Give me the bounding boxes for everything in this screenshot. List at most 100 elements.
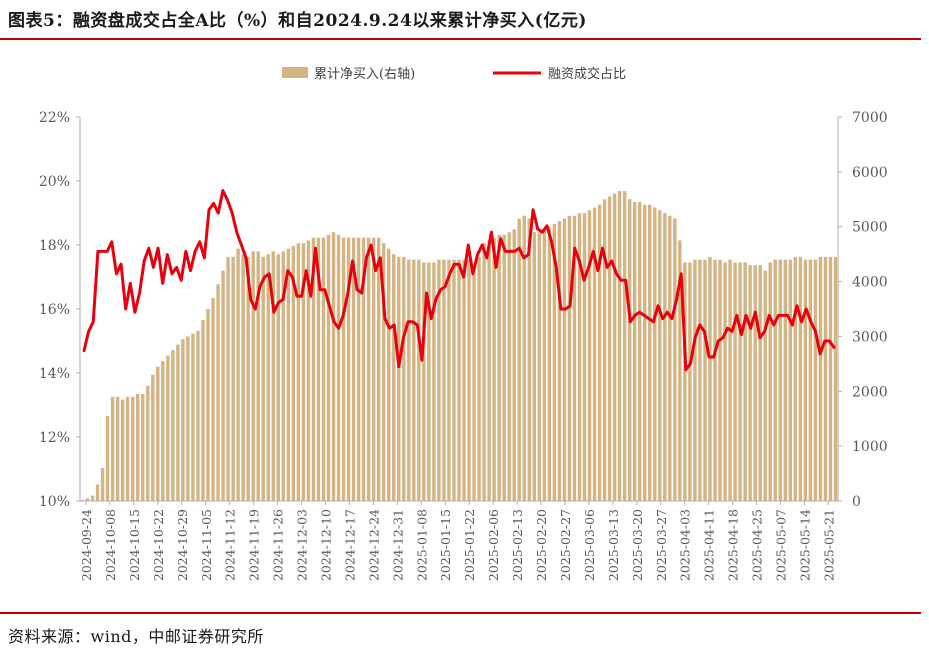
y-right-tick-label: 6000	[852, 165, 888, 181]
bar	[156, 366, 160, 501]
bar	[738, 262, 742, 501]
y-right-tick-label: 5000	[852, 220, 888, 236]
bar	[311, 237, 316, 501]
bar	[728, 259, 732, 501]
bar	[402, 256, 406, 501]
source-note: 资料来源：wind，中邮证券研究所	[8, 627, 264, 646]
bar	[798, 256, 803, 501]
bar	[447, 259, 451, 501]
legend-label-bar: 累计净买入(右轴)	[314, 67, 415, 82]
bar	[658, 210, 662, 501]
bar	[392, 254, 396, 501]
bar	[246, 256, 250, 501]
bar	[833, 256, 838, 501]
bar	[793, 256, 798, 501]
bar	[828, 256, 833, 501]
x-tick-label: 2024-12-10	[318, 509, 333, 581]
x-tick-label: 2025-05-07	[774, 509, 789, 581]
bar	[316, 237, 321, 501]
bar	[211, 298, 215, 501]
bar	[718, 259, 722, 501]
bar	[141, 394, 145, 501]
bar	[773, 259, 777, 501]
x-tick-label: 2024-10-29	[175, 509, 190, 581]
bar	[723, 262, 727, 501]
x-tick-label: 2025-04-25	[750, 509, 765, 581]
bar	[653, 207, 657, 501]
bar	[366, 237, 371, 501]
y-left-tick-label: 10%	[39, 494, 70, 510]
bar	[276, 254, 280, 501]
bar	[356, 237, 361, 501]
x-tick-label: 2025-02-20	[534, 509, 549, 581]
bar	[326, 234, 331, 501]
bar	[306, 240, 311, 501]
title-rule	[0, 38, 921, 40]
footer-rule	[0, 612, 921, 614]
chart-title: 图表5：融资盘成交占全A比（%）和自2024.9.24以来累计净买入(亿元)	[8, 11, 587, 31]
bar	[627, 199, 632, 502]
x-tick-label: 2024-12-03	[295, 509, 310, 581]
bar	[547, 226, 552, 501]
bar	[261, 256, 265, 501]
bar	[457, 259, 461, 501]
bar	[422, 262, 426, 501]
bar	[683, 262, 687, 501]
bar	[753, 265, 757, 501]
bar	[778, 259, 782, 501]
bar	[622, 191, 627, 501]
bar	[452, 259, 456, 501]
bar	[557, 221, 562, 502]
x-tick-label: 2024-12-17	[342, 509, 357, 581]
bar	[638, 202, 642, 501]
bar	[181, 339, 185, 501]
bar	[612, 193, 617, 502]
bar	[492, 237, 496, 501]
bar	[105, 415, 110, 501]
bar	[602, 199, 607, 502]
bar	[146, 385, 150, 501]
y-left-tick-label: 20%	[39, 174, 70, 190]
chart-axes: 10% 12% 14% 16% 18% 20% 22% 0 1000 2000 3000 4000 50…	[39, 110, 888, 581]
x-tick-label: 2025-03-27	[654, 509, 669, 581]
bar	[95, 484, 100, 501]
bar	[251, 251, 255, 501]
y-right-tick-label: 2000	[852, 384, 888, 400]
x-tick-label: 2025-02-27	[558, 509, 573, 581]
x-tick-label: 2025-02-13	[510, 509, 525, 581]
x-tick-label: 2024-12-24	[366, 509, 381, 581]
bar	[678, 240, 682, 501]
y-left-tick-label: 16%	[39, 302, 70, 318]
bar	[743, 262, 747, 501]
bar	[226, 256, 230, 501]
x-tick-label: 2024-10-08	[103, 509, 118, 581]
bar	[221, 270, 225, 501]
bar	[617, 191, 622, 501]
bar	[387, 248, 391, 501]
bar	[161, 361, 165, 501]
bar	[176, 344, 180, 501]
chart-legend: 累计净买入(右轴) 融资成交占比	[282, 66, 626, 82]
bar	[818, 256, 823, 501]
x-tick-label: 2025-03-13	[606, 509, 621, 581]
bar	[577, 213, 582, 501]
x-tick-label: 2024-10-15	[127, 509, 142, 581]
bar	[241, 254, 245, 501]
x-tick-label: 2024-09-24	[79, 509, 94, 581]
x-tick-label: 2024-11-05	[199, 509, 214, 581]
bar	[171, 350, 175, 501]
bar	[813, 259, 818, 501]
bar	[201, 319, 205, 501]
x-tick-label: 2025-03-20	[630, 509, 645, 581]
bar	[768, 262, 772, 501]
bar	[417, 259, 421, 501]
y-left-tick-label: 14%	[39, 366, 70, 382]
bar	[371, 237, 376, 501]
bar	[808, 259, 813, 501]
legend-swatch-bar	[282, 67, 308, 78]
bar	[693, 259, 697, 501]
bar	[382, 243, 386, 502]
bar	[763, 270, 767, 501]
bar	[231, 256, 235, 501]
bar	[90, 495, 95, 501]
